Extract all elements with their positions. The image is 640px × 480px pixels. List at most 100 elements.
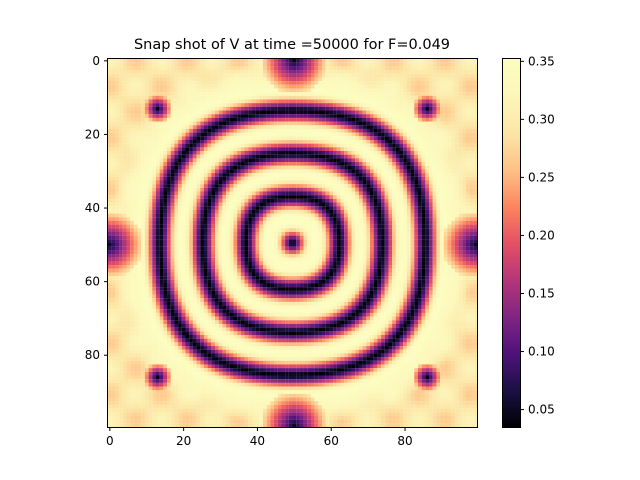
heatmap-cell [237,202,241,207]
heatmap-cell [192,173,197,177]
heatmap-cell [307,224,311,229]
heatmap-cell [392,220,396,225]
heatmap-cell [307,158,311,163]
heatmap-cell [355,147,359,152]
heatmap-cell [314,125,319,129]
heatmap-cell [288,132,293,137]
heatmap-cell [259,132,264,137]
heatmap-cell [144,191,149,196]
heatmap-cell [170,187,175,192]
heatmap-cell [388,66,393,71]
heatmap-cell [329,209,334,214]
heatmap-cell [248,180,252,185]
heatmap-cell [148,81,153,85]
heatmap-cell [340,180,345,185]
heatmap-cell [314,195,319,199]
heatmap-cell [322,191,326,196]
heatmap-cell [226,169,230,174]
heatmap-cell [111,99,116,104]
heatmap-cell [137,154,142,159]
heatmap-cell [432,213,437,218]
heatmap-cell [218,73,223,78]
heatmap-cell [192,231,197,236]
heatmap-cell [403,220,407,225]
heatmap-cell [281,165,286,170]
heatmap-cell [281,228,286,233]
heatmap-cell [414,59,419,63]
heatmap-cell [185,136,190,141]
heatmap-cell [222,99,227,104]
heatmap-cell [152,217,157,221]
heatmap-cell [384,239,389,244]
heatmap-cell [465,84,470,89]
heatmap-cell [115,176,120,181]
heatmap-cell [285,103,289,107]
heatmap-cell [207,70,212,74]
heatmap-cell [148,125,153,129]
heatmap-cell [167,228,171,233]
heatmap-cell [274,128,278,133]
heatmap-cell [462,202,466,207]
heatmap-cell [473,158,478,163]
heatmap-cell [207,158,212,163]
heatmap-cell [362,106,367,111]
heatmap-cell [322,154,326,159]
heatmap-cell [148,106,153,111]
heatmap-cell [167,117,171,122]
heatmap-cell [285,114,289,118]
heatmap-cell [314,184,319,188]
heatmap-cell [115,173,120,177]
heatmap-cell [163,165,168,170]
heatmap-cell [196,220,201,225]
heatmap-cell [211,217,216,221]
heatmap-cell [233,217,238,221]
heatmap-cell [451,231,455,236]
heatmap-cell [126,220,131,225]
heatmap-cell [155,132,160,137]
heatmap-cell [329,77,334,82]
heatmap-cell [170,184,175,188]
heatmap-cell [237,132,241,137]
heatmap-cell [299,70,304,74]
heatmap-cell [255,154,260,159]
heatmap-cell [248,106,252,111]
heatmap-cell [148,139,153,144]
heatmap-cell [233,114,238,118]
heatmap-cell [274,184,278,188]
heatmap-cell [384,180,389,185]
heatmap-cell [274,187,278,192]
heatmap-cell [310,139,315,144]
heatmap-cell [440,132,444,137]
heatmap-cell [395,235,400,240]
heatmap-cell [340,147,345,152]
heatmap-cell [465,59,470,63]
heatmap-cell [218,88,223,93]
heatmap-cell [244,73,249,78]
heatmap-cell [274,220,278,225]
heatmap-cell [458,106,463,111]
heatmap-cell [262,180,267,185]
heatmap-cell [126,202,131,207]
heatmap-cell [281,125,286,129]
heatmap-cell [255,66,260,71]
heatmap-cell [399,132,404,137]
heatmap-cell [329,110,334,115]
heatmap-cell [119,73,123,78]
heatmap-cell [406,213,411,218]
heatmap-cell [181,114,186,118]
heatmap-cell [469,92,474,96]
heatmap-cell [240,235,245,240]
heatmap-cell [108,235,112,240]
heatmap-cell [366,202,371,207]
heatmap-cell [429,220,433,225]
heatmap-cell [318,70,323,74]
heatmap-cell [303,217,308,221]
heatmap-cell [203,176,208,181]
heatmap-cell [270,139,275,144]
heatmap-cell [314,151,319,155]
heatmap-cell [436,106,441,111]
heatmap-cell [406,84,411,89]
heatmap-cell [406,132,411,137]
heatmap-cell [167,173,171,177]
heatmap-cell [366,103,371,107]
